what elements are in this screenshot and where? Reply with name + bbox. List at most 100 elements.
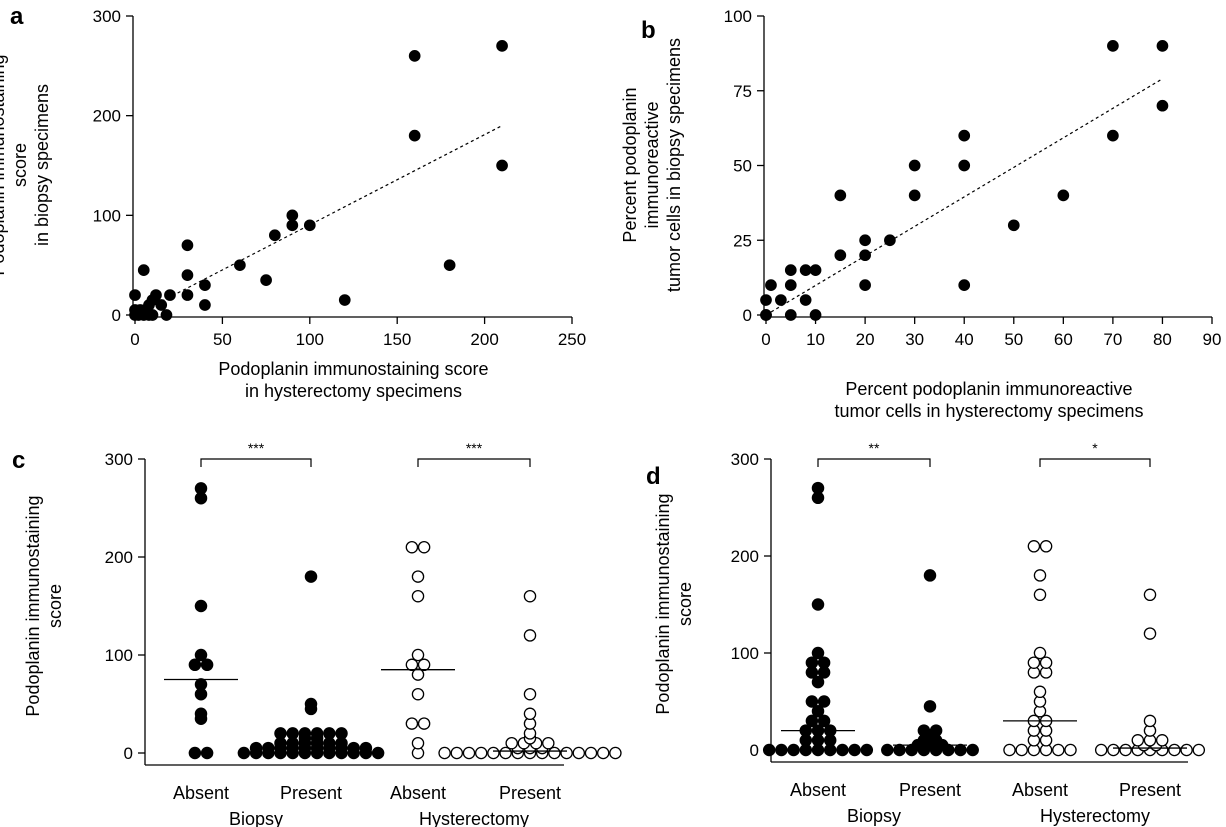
x-axis-label: in hysterectomy specimens (245, 381, 462, 401)
data-point-filled (805, 695, 819, 708)
data-point-filled (371, 746, 385, 760)
data-point-filled (923, 700, 937, 713)
y-axis-label: Podoplanin immunostaining (23, 495, 43, 716)
data-point-open (474, 746, 488, 760)
data-point-filled (237, 746, 251, 760)
significance-label: *** (466, 440, 483, 456)
data-point-filled (958, 159, 971, 172)
data-point-filled (268, 229, 281, 242)
data-point-open (411, 736, 425, 750)
y-tick-label: 50 (733, 157, 752, 176)
data-point-open (411, 668, 425, 681)
data-point-filled (408, 50, 421, 62)
x-tick-label: 100 (296, 330, 324, 349)
data-point-filled (836, 743, 849, 757)
data-point-filled (160, 309, 173, 321)
data-point-filled (811, 704, 825, 718)
data-point-filled (859, 279, 871, 291)
panel-b: b 0 25 50 75 100 0 10 20 30 40 50 60 70 80 90 Percent po… (620, 7, 1221, 421)
data-point-filled (784, 309, 797, 321)
category-label: Absent (173, 783, 229, 803)
data-point-filled (181, 239, 194, 252)
data-point-open (1143, 588, 1157, 602)
panel-letter: d (646, 463, 661, 490)
data-point-filled (834, 249, 847, 262)
data-point-open (1094, 743, 1108, 757)
data-point-open (1180, 743, 1193, 757)
y-tick-label: 25 (733, 231, 752, 250)
y-tick-label: 200 (93, 107, 121, 126)
data-point-open (405, 717, 419, 730)
y-tick-label: 200 (105, 548, 133, 567)
data-point-filled (1057, 189, 1070, 202)
x-axis-label: tumor cells in hysterectomy specimens (834, 401, 1143, 421)
data-point-open (1064, 743, 1077, 757)
data-point-open (505, 736, 518, 750)
data-point-open (1131, 734, 1145, 747)
data-point-open (1015, 743, 1028, 757)
y-tick-label: 0 (124, 744, 133, 763)
panel-letter: b (641, 17, 656, 44)
x-tick-label: 10 (806, 330, 825, 349)
category-label: Absent (1012, 780, 1068, 800)
data-point-filled (908, 159, 921, 172)
data-point-filled (181, 269, 194, 281)
data-point-filled (408, 129, 421, 142)
data-point-filled (304, 697, 318, 711)
data-point-open (1027, 656, 1041, 669)
data-point-filled (303, 219, 316, 232)
data-point-open (1027, 540, 1041, 553)
x-axis-label: Podoplanin immunostaining score (218, 359, 488, 379)
data-point-open (417, 658, 431, 672)
data-point-open (560, 746, 573, 760)
trend-line (134, 125, 503, 316)
data-point-filled (859, 249, 871, 262)
data-point-filled (188, 658, 202, 672)
data-point-open (438, 746, 451, 760)
data-point-open (450, 746, 464, 760)
data-point-open (1033, 569, 1047, 582)
data-point-open (523, 687, 537, 701)
data-point-filled (286, 219, 299, 232)
data-point-filled (784, 264, 797, 276)
data-point-filled (188, 746, 202, 760)
data-point-filled (929, 724, 943, 737)
y-tick-label: 0 (750, 741, 759, 760)
data-point-open (499, 746, 512, 760)
y-tick-label: 100 (731, 644, 759, 663)
data-point-filled (310, 727, 324, 740)
y-axis-label: Podoplanin immunostaining (653, 493, 673, 714)
x-tick-label: 250 (558, 330, 586, 349)
y-axis-label: score (45, 584, 65, 628)
y-tick-label: 75 (733, 82, 752, 101)
data-point-filled (811, 598, 825, 611)
data-point-filled (359, 741, 373, 755)
data-point-filled (954, 743, 967, 757)
data-point-filled (923, 569, 937, 582)
data-point-open (417, 717, 431, 730)
x-tick-label: 70 (1103, 330, 1122, 349)
category-label: Present (499, 783, 561, 803)
data-point-filled (1107, 129, 1119, 142)
data-point-open (542, 736, 555, 750)
data-point-open (572, 746, 586, 760)
data-point-filled (811, 481, 825, 495)
y-tick-label: 300 (93, 7, 121, 26)
data-point-open (523, 707, 537, 721)
data-point-filled (859, 234, 871, 247)
data-point-filled (338, 294, 351, 306)
data-point-open (1155, 734, 1169, 747)
data-point-filled (799, 294, 812, 306)
panel-d: d 0 100 200 300 Absent Present Absent Present Bio… (646, 440, 1206, 826)
significance-bracket (417, 458, 531, 467)
data-point-open (1143, 714, 1157, 728)
data-point-filled (908, 189, 921, 202)
data-point-filled (765, 279, 777, 291)
data-point-filled (137, 264, 150, 276)
data-point-open (548, 746, 561, 760)
data-point-open (1168, 743, 1181, 757)
data-point-open (1107, 743, 1120, 757)
data-point-open (1143, 627, 1157, 640)
data-point-filled (496, 159, 508, 172)
